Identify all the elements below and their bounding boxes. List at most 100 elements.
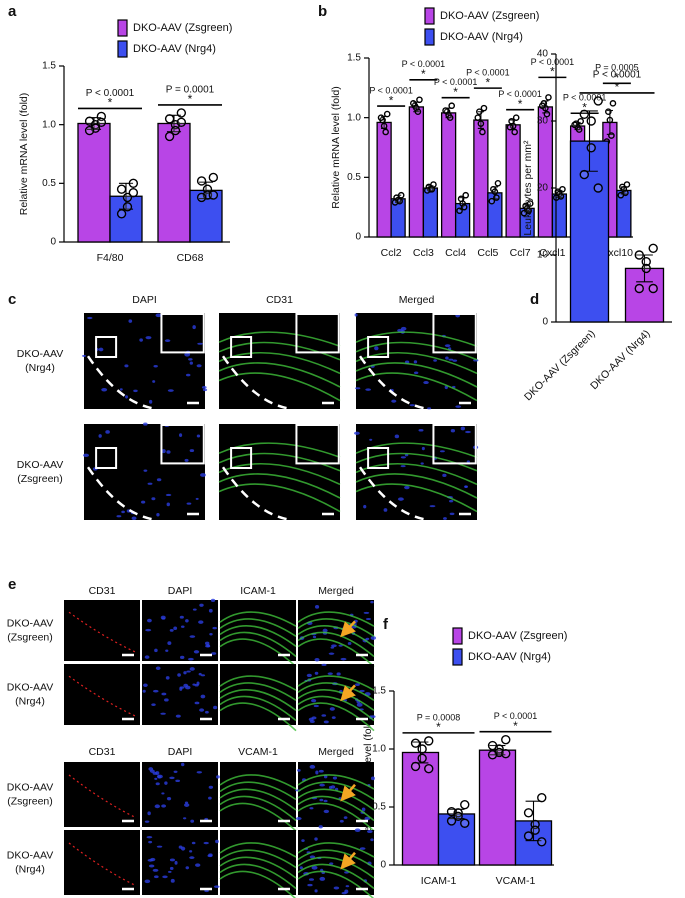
data-point [208,190,219,200]
fiber [297,624,375,648]
nucleus [466,460,470,464]
nucleus [327,672,333,676]
data-point [377,114,385,121]
data-point [543,110,551,118]
fiber [219,870,297,898]
y-axis-label: Relative mRNA level (fold) [330,86,342,209]
y-tick-label: 1.0 [42,119,56,130]
nucleus [156,478,162,482]
bar [408,106,425,238]
nucleus [156,513,160,517]
nucleus [188,358,193,361]
nucleus [449,512,455,516]
fiber [219,682,297,701]
nucleus [169,628,174,632]
nucleus [143,422,148,426]
micrograph [354,313,479,411]
fiber [297,856,375,879]
nucleus [354,431,360,435]
nucleus [143,683,148,687]
nucleus [209,633,213,636]
nucleus [160,615,166,620]
fiber [355,341,478,361]
nucleus [164,339,171,343]
nucleus [142,689,146,693]
data-point [410,761,421,772]
bar [478,749,517,866]
row-label: DKO-AAV [17,348,63,360]
nucleus [166,796,172,801]
image-bg [84,424,205,520]
nucleus [338,644,343,647]
nucleus [194,701,200,705]
nucleus [340,657,347,661]
data-point [609,100,617,107]
nucleus [192,325,196,330]
legend-label: DKO-AAV (Zsgreen) [133,22,232,34]
nucleus [193,650,200,654]
column-header: Merged [318,746,354,758]
column-header: CD31 [266,294,293,306]
nucleus [329,707,335,711]
nucleus [167,641,172,645]
x-tick-label: DKO-AAV (Zsgreen) [522,328,598,404]
nucleus [319,798,324,802]
nucleus [313,704,319,708]
nucleus [166,502,170,507]
nucleus [160,712,166,715]
nucleus [119,388,123,391]
nucleus [311,865,318,870]
significance-star: * [188,92,193,106]
nucleus [173,770,178,773]
nucleus [309,807,314,810]
nucleus [212,626,217,630]
image-bg [219,424,340,520]
image-bg [356,424,477,520]
nucleus [312,635,317,639]
data-point [446,816,457,826]
data-point [382,128,389,136]
row-label: (Nrg4) [15,863,45,875]
fiber [218,351,341,375]
nucleus [442,473,447,477]
nucleus [161,449,166,454]
nucleus [189,635,196,638]
inset-frame [160,424,205,465]
data-point [494,179,502,187]
nucleus [147,482,153,485]
significance-star: * [582,100,587,114]
p-value: P < 0.0001 [494,711,538,721]
nucleus [330,646,335,649]
data-point [417,753,427,763]
bar [157,122,191,243]
micrograph [297,600,377,668]
inset-frame [432,313,477,354]
nucleus [197,342,203,345]
nucleus [400,465,406,468]
nucleus [213,705,218,710]
nucleus [87,316,93,320]
nucleus [322,628,328,633]
nucleus [445,356,449,360]
bar [505,124,521,238]
lumen-border [221,355,292,411]
roi-frame [230,447,253,469]
data-point [648,243,658,254]
nucleus [452,359,458,362]
nucleus [154,777,158,780]
nucleus [216,775,220,779]
significance-star: * [513,719,518,733]
micrograph [219,762,297,832]
fiber [297,863,375,890]
nucleus [355,387,361,390]
nucleus [82,354,86,357]
x-tick-label: Ccl4 [445,247,466,259]
nucleus [364,816,371,821]
legend-swatch [424,7,435,25]
fiber [219,863,297,890]
arrow [340,620,356,638]
nucleus [164,698,169,702]
nucleus [173,626,178,631]
data-point [380,122,388,130]
y-tick-label: 0 [50,237,56,248]
